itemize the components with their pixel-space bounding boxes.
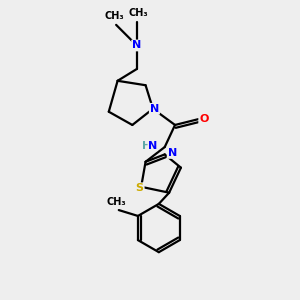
- Text: N: N: [168, 148, 177, 158]
- Text: O: O: [199, 114, 208, 124]
- Text: N: N: [132, 40, 141, 50]
- Text: N: N: [148, 141, 158, 151]
- Text: CH₃: CH₃: [128, 8, 148, 18]
- Text: CH₃: CH₃: [105, 11, 124, 21]
- Text: N: N: [150, 104, 159, 114]
- Text: S: S: [136, 183, 144, 193]
- Text: CH₃: CH₃: [106, 196, 126, 206]
- Text: H: H: [142, 141, 152, 151]
